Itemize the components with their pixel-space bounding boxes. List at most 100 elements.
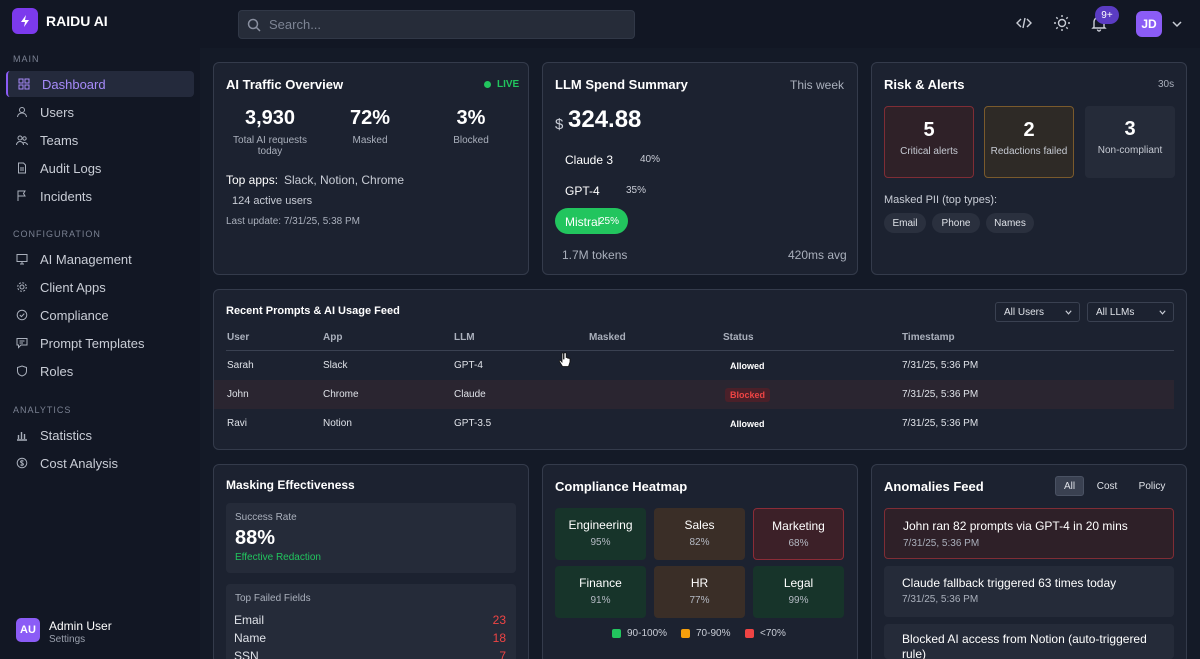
critical-alerts-label: Critical alerts <box>900 146 958 157</box>
heatmap-cell-legal[interactable]: Legal 99% <box>753 566 844 618</box>
heatmap-cell-engineering[interactable]: Engineering 95% <box>555 508 646 560</box>
legend-low: <70% <box>745 628 786 639</box>
live-dot-icon <box>484 81 491 88</box>
failed-fields-panel <box>226 584 516 659</box>
heatmap-cell-name: Engineering <box>568 518 633 532</box>
pii-tag: Phone <box>932 213 980 233</box>
sidebar-section-configuration: CONFIGURATION <box>13 229 101 239</box>
avatar[interactable]: JD <box>1136 11 1162 37</box>
failed-field-name: SSN <box>234 649 259 659</box>
sidebar-item-compliance[interactable]: Compliance <box>6 302 194 328</box>
sidebar-item-prompt-templates[interactable]: Prompt Templates <box>6 330 194 356</box>
table-row[interactable] <box>214 380 1174 409</box>
sidebar-section-main: MAIN <box>13 54 40 64</box>
logo[interactable] <box>12 8 38 34</box>
tab-cost[interactable]: Cost <box>1096 480 1118 492</box>
success-rate-panel <box>226 503 516 573</box>
legend-label: 70-90% <box>696 628 731 639</box>
critical-alerts-box[interactable]: 5 Critical alerts <box>884 106 974 178</box>
model-share: 25% <box>599 216 620 227</box>
spend-amount: 324.88 <box>568 106 642 133</box>
pii-tag: Names <box>986 213 1034 233</box>
table-row[interactable] <box>214 351 1174 380</box>
heatmap-cell-finance[interactable]: Finance 91% <box>555 566 646 618</box>
cell-user: John <box>227 389 249 400</box>
team-icon <box>16 135 28 146</box>
sidebar-item-dashboard[interactable]: Dashboard <box>6 71 194 97</box>
sidebar-item-label: Statistics <box>40 427 93 443</box>
top-bar: RAIDU AI 9+ JD <box>0 0 1200 48</box>
sidebar-item-label: Users <box>40 104 74 120</box>
tab-policy[interactable]: Policy <box>1138 480 1166 492</box>
search-input[interactable] <box>269 17 609 32</box>
anomaly-item[interactable]: John ran 82 prompts via GPT-4 in 20 mins… <box>884 508 1174 559</box>
column-header-status[interactable]: Status <box>723 332 754 343</box>
avg-latency: 420ms avg <box>788 248 847 262</box>
cell-app: Chrome <box>323 389 359 400</box>
sidebar-item-statistics[interactable]: Statistics <box>6 422 194 448</box>
sidebar-item-teams[interactable]: Teams <box>6 127 194 153</box>
column-header-masked[interactable]: Masked <box>589 332 626 343</box>
search-bar[interactable] <box>238 10 635 39</box>
tab-all[interactable]: All <box>1055 476 1084 496</box>
risk-alerts-title: Risk & Alerts <box>884 77 965 92</box>
settings-link[interactable]: Settings <box>49 634 86 645</box>
model-name: Mistral <box>565 215 601 229</box>
legend-swatch <box>612 629 621 638</box>
pii-types-label: Masked PII (top types): <box>884 194 998 206</box>
sidebar-item-label: Teams <box>40 132 79 148</box>
anomaly-item[interactable]: Blocked AI access from Notion (auto-trig… <box>884 624 1174 659</box>
cell-timestamp: 7/31/25, 5:36 PM <box>902 389 979 400</box>
sidebar-item-ai-management[interactable]: AI Management <box>6 246 194 272</box>
legend-swatch <box>745 629 754 638</box>
heatmap-cell-name: Finance <box>579 576 622 590</box>
sidebar-item-label: Client Apps <box>40 279 106 295</box>
blocked-value: 3% <box>456 107 486 129</box>
code-icon[interactable] <box>1015 14 1033 32</box>
cell-user: Sarah <box>227 360 254 371</box>
last-update: Last update: 7/31/25, 5:38 PM <box>226 216 360 227</box>
table-divider <box>226 350 1174 351</box>
llms-filter-value: All LLMs <box>1096 306 1135 318</box>
failed-fields-title: Top Failed Fields <box>235 593 311 604</box>
admin-avatar[interactable]: AU <box>16 618 40 642</box>
chevron-down-icon[interactable] <box>1171 18 1183 30</box>
sidebar-item-label: Prompt Templates <box>40 335 145 351</box>
heatmap-cell-sales[interactable]: Sales 82% <box>654 508 745 560</box>
heatmap-cell-marketing[interactable]: Marketing 68% <box>753 508 844 560</box>
column-header-timestamp[interactable]: Timestamp <box>902 332 955 343</box>
users-filter-select[interactable]: All Users <box>995 302 1080 322</box>
anomaly-time: 7/31/25, 5:36 PM <box>903 538 980 549</box>
heatmap-title: Compliance Heatmap <box>555 479 688 494</box>
success-rate-label: Success Rate <box>235 512 297 523</box>
chevron-down-icon <box>1159 310 1166 315</box>
table-row[interactable] <box>214 409 1174 438</box>
bolt-icon <box>21 15 29 27</box>
sidebar-item-cost-analysis[interactable]: Cost Analysis <box>6 450 194 476</box>
failed-field-name: Email <box>234 613 265 627</box>
sidebar-item-users[interactable]: Users <box>6 99 194 125</box>
non-compliant-box[interactable]: 3 Non-compliant <box>1085 106 1175 178</box>
masked-label: Masked <box>352 135 388 146</box>
model-name: GPT-4 <box>565 184 600 198</box>
sun-icon[interactable] <box>1053 14 1071 32</box>
top-apps-value: Slack, Notion, Chrome <box>284 173 405 187</box>
spend-period: This week <box>790 78 845 92</box>
sidebar-item-client-apps[interactable]: Client Apps <box>6 274 194 300</box>
column-header-app[interactable]: App <box>323 332 343 343</box>
heatmap-cell-hr[interactable]: HR 77% <box>654 566 745 618</box>
column-header-user[interactable]: User <box>227 332 250 343</box>
model-highlight-pill[interactable] <box>555 208 628 234</box>
anomaly-time: 7/31/25, 5:36 PM <box>902 594 979 605</box>
heatmap-cell-name: HR <box>690 576 709 590</box>
gear-icon <box>17 282 27 292</box>
heatmap-cell-pct: 99% <box>788 595 809 606</box>
sidebar-item-roles[interactable]: Roles <box>6 358 194 384</box>
column-header-llm[interactable]: LLM <box>454 332 475 343</box>
sidebar-item-incidents[interactable]: Incidents <box>6 183 194 209</box>
sidebar-item-audit-logs[interactable]: Audit Logs <box>6 155 194 181</box>
llms-filter-select[interactable]: All LLMs <box>1087 302 1174 322</box>
anomaly-item[interactable]: Claude fallback triggered 63 times today… <box>884 566 1174 617</box>
redactions-failed-box[interactable]: 2 Redactions failed <box>984 106 1074 178</box>
monitor-icon <box>16 254 28 265</box>
